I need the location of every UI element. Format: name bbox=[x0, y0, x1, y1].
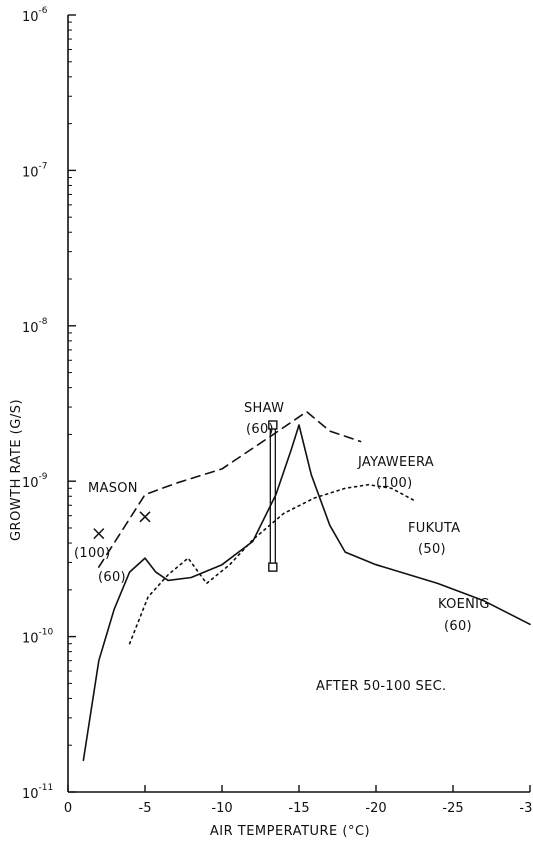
range-bar-cap-high bbox=[268, 420, 278, 430]
y-tick-label: 10-6 bbox=[22, 6, 48, 25]
x-tick-label: 0 bbox=[64, 801, 72, 816]
mason-point-marker bbox=[93, 528, 105, 540]
y-axis-ticks: 10-11 10-10 10-9 10-8 10-7 10-6 bbox=[22, 6, 76, 802]
label-jayaweera-100: (100) bbox=[376, 476, 412, 491]
axes bbox=[67, 15, 530, 793]
label-shaw-60: (60) bbox=[246, 422, 274, 437]
label-shaw: SHAW bbox=[244, 401, 284, 416]
annotation-duration: AFTER 50-100 SEC. bbox=[316, 679, 446, 694]
x-tick-label: -10 bbox=[211, 801, 232, 816]
mason-point-marker bbox=[139, 511, 151, 523]
label-fukuta-50: (50) bbox=[418, 542, 446, 557]
label-koenig-60: (60) bbox=[444, 619, 472, 634]
label-jayaweera: JAYAWEERA bbox=[357, 455, 434, 470]
label-koenig: KOENIG bbox=[438, 597, 490, 612]
label-mason: MASON bbox=[88, 481, 138, 496]
series-line-koenig bbox=[82, 424, 531, 762]
x-axis-ticks: 0 -5 -10 -15 -20 -25 -30 bbox=[64, 785, 533, 816]
shaw-range-bar bbox=[268, 420, 278, 572]
y-tick-label: 10-7 bbox=[22, 161, 48, 180]
x-tick-label: -25 bbox=[442, 801, 463, 816]
series-line-jayaweera bbox=[98, 410, 362, 568]
x-tick-label: -5 bbox=[139, 801, 152, 816]
marker-stroke bbox=[93, 528, 105, 540]
plot-area bbox=[82, 410, 531, 762]
y-tick-label: 10-8 bbox=[22, 317, 48, 336]
x-axis-label: AIR TEMPERATURE (°C) bbox=[210, 824, 370, 839]
label-mason-100: (100) bbox=[74, 546, 110, 561]
y-tick-label: 10-11 bbox=[22, 783, 53, 802]
series-line-fukuta bbox=[128, 483, 416, 645]
marker-stroke bbox=[139, 511, 151, 523]
range-bar-cap-low bbox=[268, 562, 278, 572]
y-axis-label: GROWTH RATE (G/S) bbox=[9, 399, 24, 541]
x-tick-label: -30 bbox=[519, 801, 533, 816]
y-tick-label: 10-10 bbox=[22, 628, 54, 647]
x-tick-label: -20 bbox=[365, 801, 386, 816]
x-tick-label: -15 bbox=[288, 801, 309, 816]
label-fukuta: FUKUTA bbox=[408, 521, 460, 536]
y-tick-label: 10-9 bbox=[22, 472, 48, 491]
label-mason-60: (60) bbox=[98, 570, 126, 585]
